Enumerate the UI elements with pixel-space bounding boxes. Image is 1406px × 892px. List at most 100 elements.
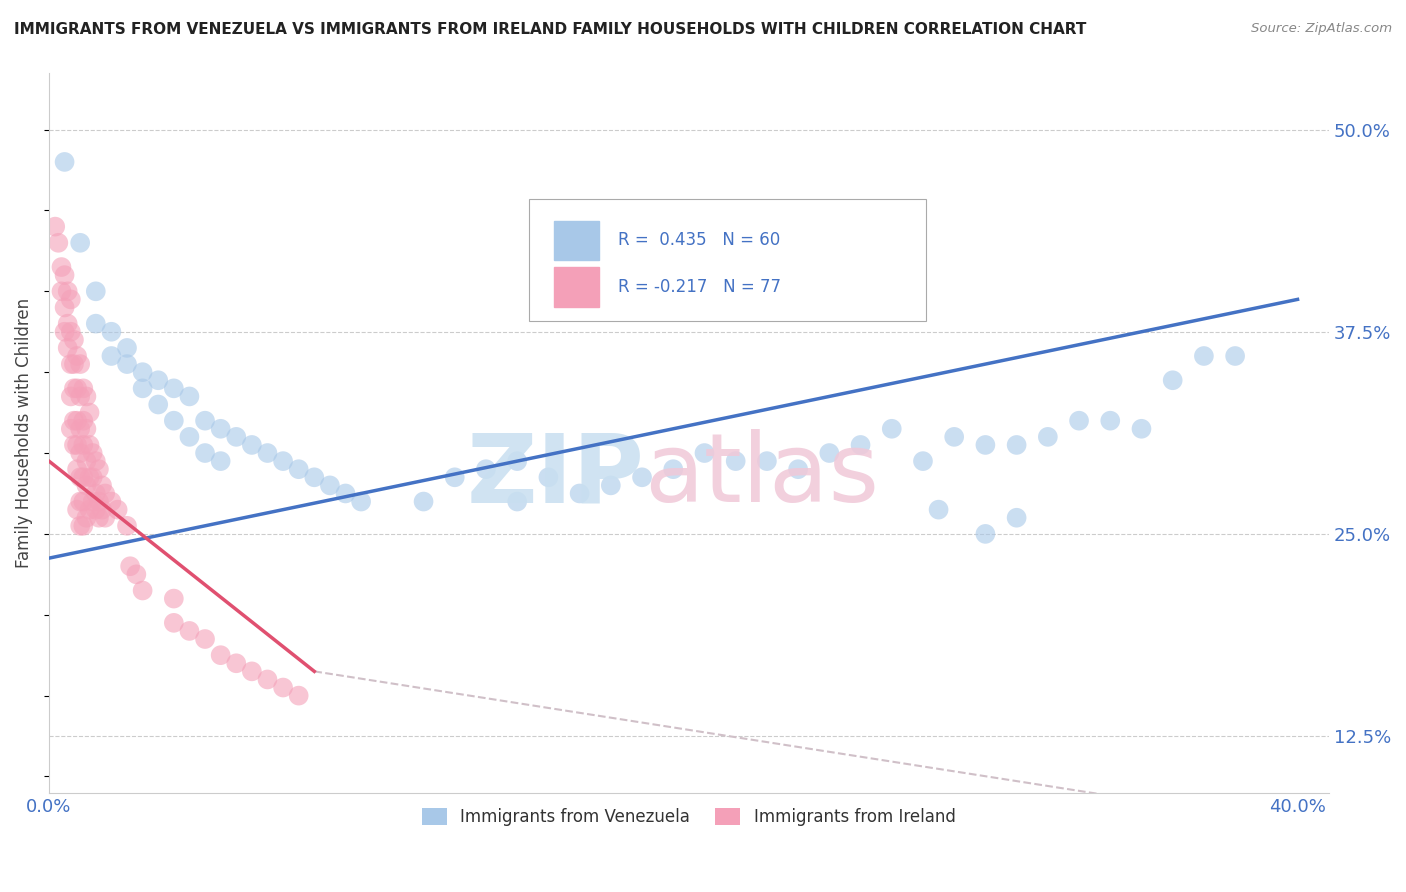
Point: [974, 527, 997, 541]
Point: [63, 381, 86, 395]
Point: [724, 454, 747, 468]
Point: [94, 486, 117, 500]
Point: [179, 430, 201, 444]
Point: [56, 285, 79, 299]
Point: [59, 325, 82, 339]
Text: Source: ZipAtlas.com: Source: ZipAtlas.com: [1251, 22, 1392, 36]
Point: [46, 235, 69, 250]
Point: [100, 325, 122, 339]
Point: [537, 470, 560, 484]
Point: [69, 357, 91, 371]
Point: [69, 389, 91, 403]
Point: [148, 397, 170, 411]
Point: [928, 502, 950, 516]
Point: [84, 317, 107, 331]
Point: [1005, 510, 1028, 524]
Point: [631, 470, 654, 484]
Point: [44, 219, 66, 234]
Point: [225, 657, 247, 671]
Text: R =  0.435   N = 60: R = 0.435 N = 60: [619, 231, 780, 249]
Point: [163, 615, 186, 630]
Text: R = -0.217   N = 77: R = -0.217 N = 77: [619, 278, 782, 296]
Point: [599, 478, 621, 492]
Point: [209, 454, 232, 468]
Text: ZIP: ZIP: [467, 429, 644, 523]
Point: [443, 470, 465, 484]
Point: [72, 518, 94, 533]
Point: [59, 389, 82, 403]
Point: [69, 446, 91, 460]
Point: [506, 494, 529, 508]
Point: [1223, 349, 1246, 363]
Point: [120, 559, 142, 574]
Point: [79, 438, 101, 452]
Point: [51, 285, 73, 299]
Point: [163, 381, 186, 395]
Point: [51, 260, 73, 274]
Point: [75, 389, 97, 403]
Point: [755, 454, 778, 468]
Point: [72, 470, 94, 484]
Point: [75, 422, 97, 436]
Point: [787, 462, 810, 476]
Point: [91, 502, 114, 516]
Point: [1036, 430, 1059, 444]
Text: IMMIGRANTS FROM VENEZUELA VS IMMIGRANTS FROM IRELAND FAMILY HOUSEHOLDS WITH CHIL: IMMIGRANTS FROM VENEZUELA VS IMMIGRANTS …: [14, 22, 1087, 37]
Point: [271, 454, 294, 468]
Point: [66, 438, 89, 452]
Point: [72, 381, 94, 395]
Point: [179, 389, 201, 403]
Point: [82, 494, 104, 508]
Point: [59, 293, 82, 307]
Point: [100, 494, 122, 508]
Point: [75, 510, 97, 524]
Point: [59, 422, 82, 436]
Point: [131, 365, 153, 379]
Point: [506, 454, 529, 468]
Point: [335, 486, 357, 500]
Point: [412, 494, 434, 508]
Point: [475, 462, 498, 476]
Point: [209, 422, 232, 436]
Point: [84, 486, 107, 500]
Point: [56, 341, 79, 355]
Point: [91, 478, 114, 492]
Point: [1161, 373, 1184, 387]
Point: [225, 430, 247, 444]
Point: [75, 454, 97, 468]
Point: [115, 357, 138, 371]
Point: [63, 414, 86, 428]
Point: [1130, 422, 1153, 436]
Point: [974, 438, 997, 452]
Point: [69, 422, 91, 436]
Point: [84, 454, 107, 468]
Point: [79, 502, 101, 516]
Point: [66, 349, 89, 363]
Point: [350, 494, 373, 508]
Point: [69, 235, 91, 250]
Legend: Immigrants from Venezuela, Immigrants from Ireland: Immigrants from Venezuela, Immigrants fr…: [413, 800, 965, 835]
Point: [79, 406, 101, 420]
Point: [194, 446, 217, 460]
Point: [163, 414, 186, 428]
Point: [84, 285, 107, 299]
Bar: [554, 220, 599, 260]
Point: [53, 325, 76, 339]
Point: [107, 502, 129, 516]
Point: [63, 357, 86, 371]
Point: [66, 462, 89, 476]
Point: [163, 591, 186, 606]
Point: [63, 438, 86, 452]
Point: [115, 341, 138, 355]
Point: [56, 317, 79, 331]
Point: [256, 446, 278, 460]
Point: [63, 333, 86, 347]
Point: [240, 665, 263, 679]
Point: [66, 502, 89, 516]
Y-axis label: Family Households with Children: Family Households with Children: [15, 298, 32, 568]
Point: [131, 381, 153, 395]
Point: [94, 510, 117, 524]
Text: atlas: atlas: [644, 429, 879, 523]
Point: [125, 567, 148, 582]
Point: [240, 438, 263, 452]
